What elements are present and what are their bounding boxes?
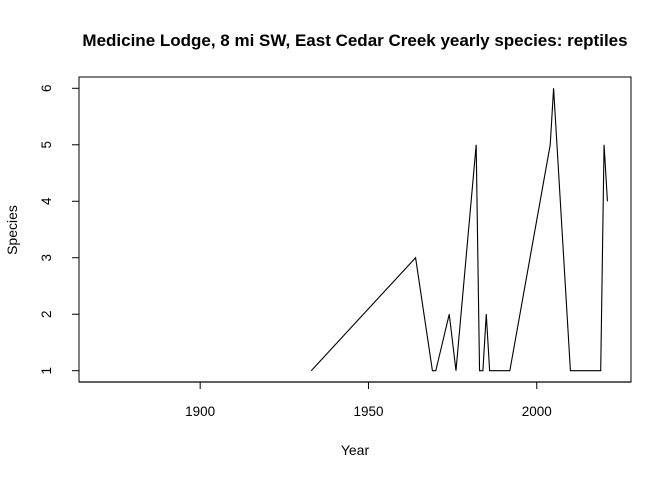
- chart-title: Medicine Lodge, 8 mi SW, East Cedar Cree…: [82, 31, 627, 50]
- y-tick-label: 6: [39, 85, 54, 93]
- y-tick-label: 1: [39, 367, 54, 375]
- y-tick-label: 2: [39, 310, 54, 318]
- y-tick-label: 5: [39, 141, 54, 149]
- x-tick-label: 1900: [185, 404, 215, 419]
- y-tick-label: 4: [39, 197, 54, 205]
- x-tick-label: 1950: [353, 404, 383, 419]
- y-axis-label: Species: [4, 205, 20, 255]
- plot-area: 1900 1950 2000 1 2 3 4 5 6: [39, 76, 632, 419]
- x-axis-label: Year: [341, 442, 370, 458]
- x-tick-label: 2000: [522, 404, 552, 419]
- y-tick-label: 3: [39, 254, 54, 262]
- series-line: [310, 88, 608, 372]
- plot-frame: [78, 76, 632, 383]
